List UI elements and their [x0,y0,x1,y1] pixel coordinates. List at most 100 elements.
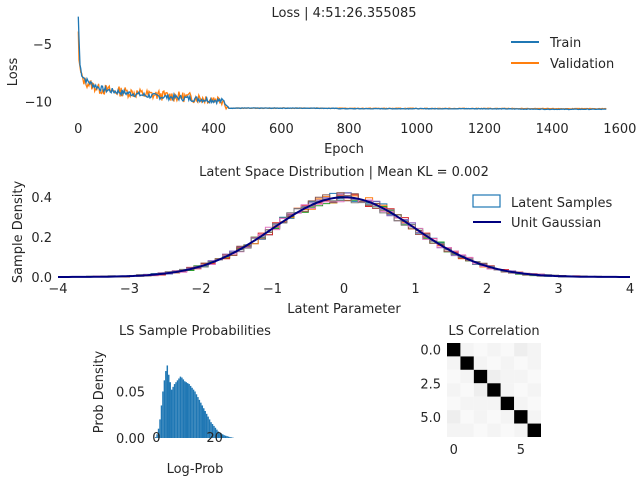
legend-swatch-latent-samples [472,194,501,208]
correlation-cell [487,369,501,384]
correlation-cell [460,383,474,397]
log-prob-bar [175,382,177,438]
unit-gaussian-curve [58,196,630,278]
legend-label-train: Train [549,36,581,51]
latent-xtick-label: 1 [411,282,419,297]
correlation-cell [487,410,501,424]
loss-title: Loss | 4:51:26.355085 [271,6,416,21]
latent-xtick-label: −3 [120,282,139,297]
log-prob-bar [166,365,169,438]
correlation-cell [447,356,461,370]
latent-xtick-label: 3 [554,282,562,297]
log-prob-bar [159,419,161,438]
log-prob-bar [191,387,193,438]
latent-panel: Latent Space Distribution | Mean KL = 0.… [11,165,634,317]
log-prob-bar [223,435,225,438]
correlation-cell [514,396,528,411]
correlation-panel: LS Correlation 0 5 0.0 2.5 5.0 [420,324,541,458]
correlation-cell [500,396,515,411]
log-prob-bar [205,413,208,438]
log-prob-xtick-label: 0 [152,431,160,446]
loss-xtick-label: 800 [337,122,362,137]
log-prob-bar [189,385,192,438]
correlation-cell [473,383,488,397]
log-prob-ylabel: Prob Density [92,350,107,433]
correlation-cell [487,396,501,411]
log-prob-bar [165,371,167,438]
log-prob-bar [224,435,227,438]
correlation-cell [500,383,515,397]
correlation-cell [487,343,501,357]
correlation-cell [447,369,461,384]
correlation-cell [447,383,461,397]
log-prob-bar [179,376,182,438]
log-prob-bar [201,405,204,438]
correlation-cell [447,423,461,437]
legend-label-latent-samples: Latent Samples [511,196,613,211]
correlation-cell [460,396,474,411]
log-prob-bar [192,389,195,438]
correlation-ytick-label: 5.0 [420,411,441,426]
correlation-cell [527,383,541,397]
loss-xtick-label: 1600 [603,122,636,137]
log-prob-bar [203,408,205,438]
correlation-cell [500,423,515,437]
correlation-cell [527,343,541,357]
loss-xtick-label: 200 [134,122,159,137]
latent-xtick-label: −4 [48,282,67,297]
legend-label-unit-gaussian: Unit Gaussian [511,216,601,231]
latent-legend: Latent Samples Unit Gaussian [472,194,613,231]
log-prob-bar [178,378,180,438]
correlation-cell [447,396,461,411]
correlation-cell [500,343,515,357]
correlation-cell [473,423,488,437]
correlation-cell [527,369,541,384]
correlation-cell [473,410,488,424]
correlation-cell [527,356,541,370]
log-prob-bar [197,397,199,438]
log-prob-bar [160,405,163,438]
correlation-cell [500,356,515,370]
latent-histogram-step [86,195,602,278]
correlation-ytick-label: 0.0 [420,344,441,359]
loss-xtick-label: 1000 [400,122,433,137]
loss-series-validation [77,31,607,111]
log-prob-bar [227,436,230,438]
log-prob-bar [184,381,186,438]
correlation-cell [500,410,515,424]
log-prob-bar [194,391,196,438]
correlation-cell [514,383,528,397]
log-prob-bar [229,437,231,438]
correlation-cell [487,383,501,397]
log-prob-bar [173,384,176,438]
correlation-cell [487,423,501,437]
log-prob-bar [176,380,179,438]
correlation-cell [514,356,528,370]
correlation-cell [473,369,488,384]
log-prob-bar [230,437,233,438]
correlation-cell [460,410,474,424]
correlation-cell [527,410,541,424]
legend-label-validation: Validation [550,57,614,72]
log-prob-xlabel: Log-Prob [167,462,224,477]
correlation-cell [460,423,474,437]
latent-xtick-label: 0 [340,282,348,297]
log-prob-bar [210,422,212,438]
log-prob-bar [208,419,211,438]
latent-xtick-label: −2 [191,282,210,297]
log-prob-bar [186,383,189,438]
correlation-cell [447,343,461,357]
latent-ytick-label: 0.4 [31,191,52,206]
loss-xlabel: Epoch [324,142,364,157]
log-prob-title: LS Sample Probabilities [119,324,271,339]
log-prob-bar [219,432,221,438]
latent-ytick-label: 0.2 [31,231,52,246]
loss-xtick-label: 1200 [468,122,501,137]
loss-series-train [77,16,607,111]
log-prob-bar [214,427,217,438]
latent-xtick-label: −1 [263,282,282,297]
log-prob-bar [220,433,222,438]
latent-xlabel: Latent Parameter [287,302,401,317]
log-prob-xtick-label: 20 [206,431,223,446]
